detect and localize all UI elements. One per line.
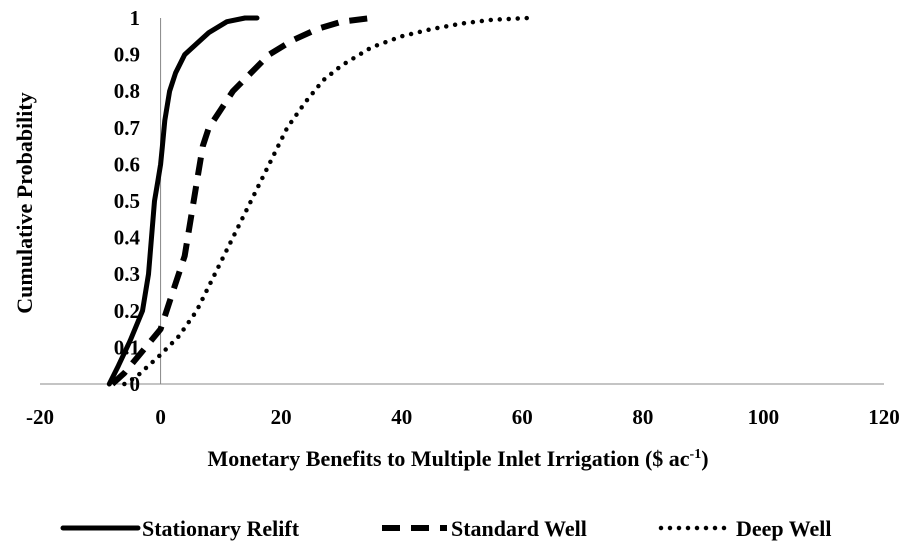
y-tick-label: 0.7	[114, 116, 140, 140]
x-tick-label: 20	[271, 405, 292, 429]
y-tick-label: 0.3	[114, 262, 140, 286]
legend: Stationary Relift Standard Well Deep Well	[60, 516, 832, 541]
series-line-standard-well	[110, 15, 372, 387]
series-line-deep-well	[122, 15, 531, 387]
legend-item-standard-well: Standard Well	[382, 516, 587, 541]
x-tick-label: 100	[748, 405, 780, 429]
y-tick-label: 1	[130, 6, 141, 30]
x-axis-title: Monetary Benefits to Multiple Inlet Irri…	[207, 446, 708, 471]
y-tick-label: 0.8	[114, 79, 140, 103]
legend-label: Standard Well	[451, 516, 587, 541]
legend-item-stationary-relift: Stationary Relift	[60, 516, 300, 541]
legend-label: Stationary Relift	[142, 516, 300, 541]
x-axis-title-superscript: -1	[690, 447, 702, 462]
y-tick-label: 0.1	[114, 335, 140, 359]
series-line-stationary-relift	[106, 15, 260, 387]
x-tick-label: 40	[391, 405, 412, 429]
y-axis-title: Cumulative Probability	[12, 92, 37, 313]
y-tick-label: 0.2	[114, 299, 140, 323]
x-tick-labels: -20 0 20 40 60 80 100 120	[26, 405, 900, 429]
x-axis-title-main: Monetary Benefits to Multiple Inlet Irri…	[207, 446, 689, 471]
legend-label: Deep Well	[736, 516, 832, 541]
x-tick-label: 0	[155, 405, 166, 429]
x-tick-label: 120	[868, 405, 900, 429]
y-tick-label: 0.4	[114, 226, 141, 250]
y-tick-label: 0.6	[114, 152, 140, 176]
y-tick-label: 0.9	[114, 43, 140, 67]
legend-item-deep-well: Deep Well	[658, 516, 832, 541]
x-tick-label: 60	[512, 405, 533, 429]
x-tick-label: -20	[26, 405, 54, 429]
y-tick-label: 0	[130, 372, 141, 396]
x-tick-label: 80	[632, 405, 653, 429]
series-layer	[106, 15, 531, 387]
axes	[40, 18, 884, 385]
x-axis-title-suffix: )	[701, 446, 708, 471]
y-tick-label: 0.5	[114, 189, 140, 213]
y-tick-labels: 0 0.1 0.2 0.3 0.4 0.5 0.6 0.7 0.8 0.9 1	[114, 6, 141, 396]
